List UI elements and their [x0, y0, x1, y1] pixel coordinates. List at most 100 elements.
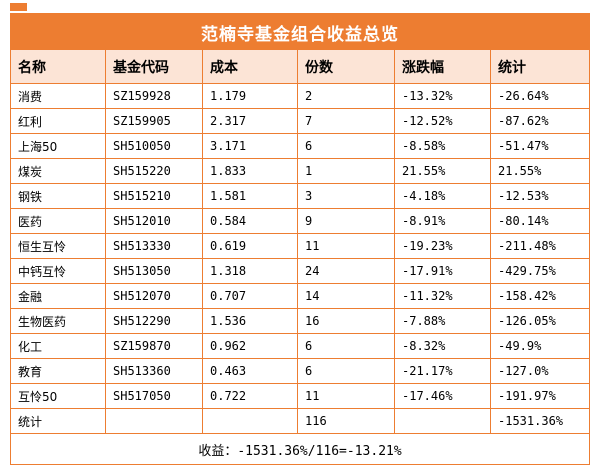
cell-total: -126.05% — [498, 314, 556, 328]
cell-name: 化工 — [11, 334, 106, 358]
table-row: 生物医药 SH512290 1.536 16 -7.88% -126.05% — [11, 309, 589, 334]
table-row: 互怜50 SH517050 0.722 11 -17.46% -191.97% — [11, 384, 589, 409]
cell-shares: 2 — [298, 84, 395, 108]
summary-cost-cell — [203, 409, 298, 433]
column-header-name: 名称 — [11, 50, 106, 83]
cell-code: SZ159870 — [106, 334, 203, 358]
cell-cost: 2.317 — [203, 109, 298, 133]
cell-change: 21.55% — [395, 159, 491, 183]
cell-code: SZ159905 — [106, 109, 203, 133]
cell-total: -87.62% — [498, 114, 549, 128]
cell-change: -8.91% — [395, 209, 491, 233]
cell-name: 互怜50 — [11, 384, 106, 408]
summary-change-cell — [395, 409, 491, 433]
cell-cost: 1.536 — [203, 309, 298, 333]
fund-overview-table: 范楠寺基金组合收益总览 名称 基金代码 成本 份数 涨跌幅 统计 消费 SZ159… — [10, 13, 590, 465]
table-row: 煤炭 SH515220 1.833 1 21.55% 21.55% — [11, 159, 589, 184]
cell-cost: 0.722 — [203, 384, 298, 408]
cell-shares: 6 — [298, 359, 395, 383]
table-row: 医药 SH512010 0.584 9 -8.91% -80.14% — [11, 209, 589, 234]
table-row: 化工 SZ159870 0.962 6 -8.32% -49.9% — [11, 334, 589, 359]
cell-total: -51.47% — [498, 139, 549, 153]
cell-total: -211.48% — [498, 239, 556, 253]
summary-total-cell: -1531.36% — [498, 414, 564, 428]
cell-total: -429.75% — [498, 264, 556, 278]
cell-total: -12.53% — [498, 189, 549, 203]
cell-total: -158.42% — [498, 289, 556, 303]
cell-cost: 1.318 — [203, 259, 298, 283]
cell-shares: 14 — [298, 284, 395, 308]
column-header-cost: 成本 — [203, 50, 298, 83]
cell-total: -127.0% — [498, 364, 549, 378]
cell-shares: 1 — [298, 159, 395, 183]
cell-code: SH515220 — [106, 159, 203, 183]
summary-name-cell: 统计 — [11, 409, 106, 433]
cell-change: -17.46% — [395, 384, 491, 408]
cell-change: -7.88% — [395, 309, 491, 333]
table-header-row: 名称 基金代码 成本 份数 涨跌幅 统计 — [11, 50, 589, 84]
cell-code: SZ159928 — [106, 84, 203, 108]
cell-name: 红利 — [11, 109, 106, 133]
table-row: 上海50 SH510050 3.171 6 -8.58% -51.47% — [11, 134, 589, 159]
cell-cost: 3.171 — [203, 134, 298, 158]
total-return-formula: 收益：-1531.36%/116=-13.21% — [11, 434, 589, 464]
cell-shares: 11 — [298, 384, 395, 408]
cell-shares: 9 — [298, 209, 395, 233]
table-body: 消费 SZ159928 1.179 2 -13.32% -26.64% 红利 SZ159905… — [11, 84, 589, 409]
cell-code: SH517050 — [106, 384, 203, 408]
cell-code: SH515210 — [106, 184, 203, 208]
cell-total: -80.14% — [498, 214, 549, 228]
table-row: 中钙互怜 SH513050 1.318 24 -17.91% -429.75% — [11, 259, 589, 284]
cell-change: -11.32% — [395, 284, 491, 308]
summary-row: 统计 116 -1531.36% — [11, 409, 589, 434]
cell-total: 21.55% — [498, 164, 542, 178]
summary-code-cell — [106, 409, 203, 433]
cell-code: SH513330 — [106, 234, 203, 258]
cell-cost: 0.962 — [203, 334, 298, 358]
cell-change: -12.52% — [395, 109, 491, 133]
cell-name: 恒生互怜 — [11, 234, 106, 258]
cell-name: 中钙互怜 — [11, 259, 106, 283]
cell-change: -4.18% — [395, 184, 491, 208]
cell-change: -17.91% — [395, 259, 491, 283]
cell-cost: 1.833 — [203, 159, 298, 183]
cell-name: 医药 — [11, 209, 106, 233]
cell-name: 金融 — [11, 284, 106, 308]
cell-change: -21.17% — [395, 359, 491, 383]
cell-shares: 24 — [298, 259, 395, 283]
cell-code: SH512010 — [106, 209, 203, 233]
cell-change: -8.32% — [395, 334, 491, 358]
cell-code: SH512070 — [106, 284, 203, 308]
summary-shares-cell: 116 — [298, 409, 395, 433]
cell-code: SH512290 — [106, 309, 203, 333]
cell-cost: 0.584 — [203, 209, 298, 233]
cell-cost: 0.619 — [203, 234, 298, 258]
cell-name: 消费 — [11, 84, 106, 108]
cell-name: 煤炭 — [11, 159, 106, 183]
cell-name: 生物医药 — [11, 309, 106, 333]
cell-shares: 6 — [298, 334, 395, 358]
column-header-change: 涨跌幅 — [395, 50, 491, 83]
table-row: 消费 SZ159928 1.179 2 -13.32% -26.64% — [11, 84, 589, 109]
cell-cost: 0.463 — [203, 359, 298, 383]
table-row: 红利 SZ159905 2.317 7 -12.52% -87.62% — [11, 109, 589, 134]
cell-total: -26.64% — [498, 89, 549, 103]
cell-name: 上海50 — [11, 134, 106, 158]
column-header-shares: 份数 — [298, 50, 395, 83]
cell-shares: 7 — [298, 109, 395, 133]
cell-code: SH513050 — [106, 259, 203, 283]
column-header-total: 统计 — [498, 59, 526, 76]
cell-shares: 6 — [298, 134, 395, 158]
cell-change: -8.58% — [395, 134, 491, 158]
cell-code: SH510050 — [106, 134, 203, 158]
cell-name: 钢铁 — [11, 184, 106, 208]
table-row: 恒生互怜 SH513330 0.619 11 -19.23% -211.48% — [11, 234, 589, 259]
cell-shares: 11 — [298, 234, 395, 258]
cell-cost: 0.707 — [203, 284, 298, 308]
cell-shares: 16 — [298, 309, 395, 333]
cell-cost: 1.581 — [203, 184, 298, 208]
cell-change: -19.23% — [395, 234, 491, 258]
table-row: 钢铁 SH515210 1.581 3 -4.18% -12.53% — [11, 184, 589, 209]
cell-total: -191.97% — [498, 389, 556, 403]
